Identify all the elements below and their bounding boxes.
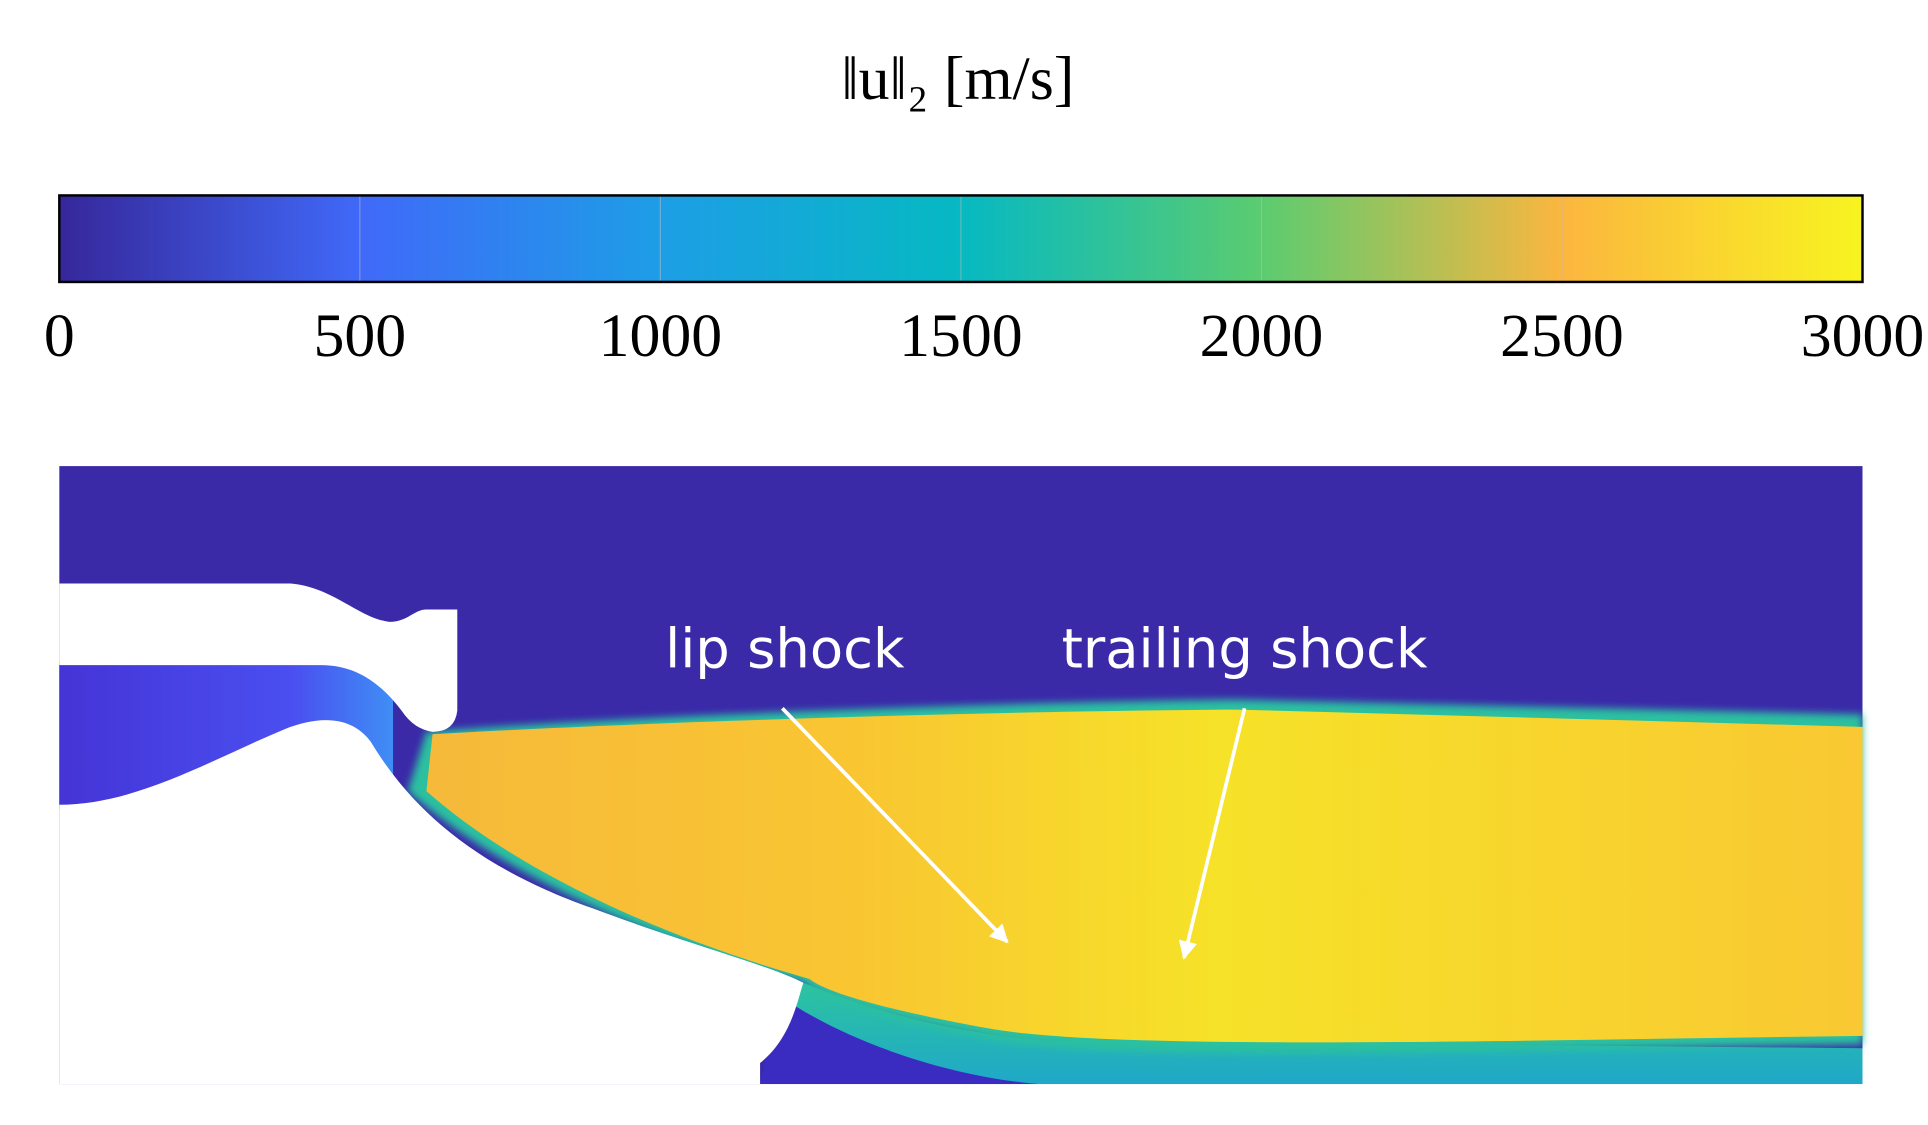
upper-nozzle-wall bbox=[59, 583, 458, 732]
tick-label: 2500 bbox=[1500, 302, 1624, 370]
tick-label: 1500 bbox=[899, 302, 1023, 370]
flow-field: lip shock trailing shock bbox=[59, 466, 1863, 1085]
colorbar bbox=[58, 194, 1864, 284]
annotation: trailing shock bbox=[1062, 618, 1428, 681]
tick-label: 1000 bbox=[599, 302, 723, 370]
annotation: lip shock bbox=[665, 618, 905, 681]
colorbar-title: ‖u‖₂ [m/s] bbox=[841, 45, 1074, 113]
colorbar-frame bbox=[58, 194, 1864, 284]
lower-shear bbox=[760, 982, 1863, 1085]
tick-label: 0 bbox=[44, 302, 75, 370]
tick-label: 500 bbox=[314, 302, 407, 370]
recirculation bbox=[760, 995, 1039, 1085]
tick-label: 3000 bbox=[1801, 302, 1925, 370]
lower-nozzle-wall bbox=[59, 720, 804, 1085]
tick-label: 2000 bbox=[1200, 302, 1324, 370]
lip-shock-arrow bbox=[780, 707, 1009, 944]
jet-core bbox=[426, 709, 1863, 1043]
trailing-shock-arrow bbox=[1178, 707, 1247, 960]
